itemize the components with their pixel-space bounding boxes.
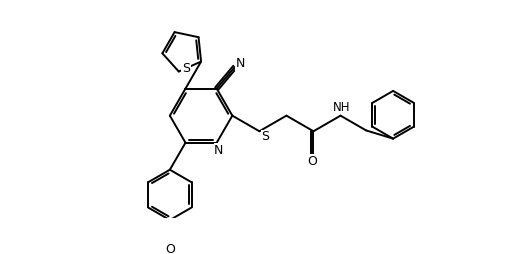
Text: S: S	[182, 61, 190, 74]
Text: O: O	[165, 244, 175, 254]
Text: S: S	[261, 130, 269, 144]
Text: NH: NH	[333, 101, 350, 114]
Text: O: O	[308, 155, 317, 168]
Text: N: N	[214, 144, 223, 157]
Text: N: N	[236, 57, 245, 70]
